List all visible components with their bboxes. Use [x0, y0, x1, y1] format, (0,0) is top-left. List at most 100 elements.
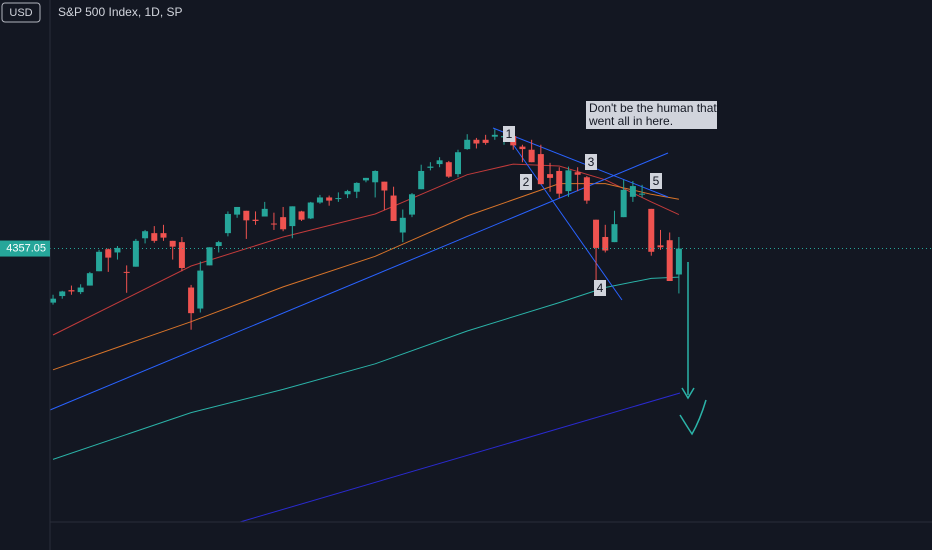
candle-body [372, 170, 379, 183]
trend-line [239, 392, 681, 523]
candle-body [408, 194, 415, 215]
candle-body [648, 208, 655, 252]
candle-body [344, 191, 351, 195]
candle-body [390, 195, 397, 221]
trend-line [492, 127, 669, 198]
candle-body [565, 170, 572, 192]
moving-average [52, 276, 679, 460]
candle-body [464, 139, 471, 150]
trend-line [49, 152, 669, 411]
note-text: Don't be the human that [589, 101, 717, 115]
candle-body [362, 177, 369, 181]
candle-body [316, 197, 323, 203]
candle-body [298, 211, 305, 220]
candle-body [197, 270, 204, 309]
candle-body [123, 271, 130, 273]
wave-label: 2 [523, 175, 530, 189]
candle-body [473, 139, 480, 144]
candle-body [188, 287, 195, 314]
candles [50, 129, 932, 330]
candle-body [142, 231, 149, 239]
wave-label: 3 [588, 155, 595, 169]
candle-body [68, 290, 75, 292]
candle-body [666, 240, 673, 282]
candle-body [206, 247, 213, 266]
candle-body [132, 240, 139, 267]
wave-label-box [520, 174, 532, 190]
candle-body [224, 213, 231, 234]
candle-body [657, 245, 664, 248]
wave-label-box [594, 280, 606, 296]
candle-body [547, 174, 554, 178]
price-axis [0, 0, 50, 550]
candle-body [639, 193, 646, 195]
candle-body [86, 273, 93, 286]
moving-average [52, 183, 679, 371]
candle-body [270, 223, 277, 225]
indicator-layer [52, 163, 680, 460]
candle-body [77, 287, 84, 293]
candle-body [280, 217, 287, 230]
candle-body [528, 149, 535, 163]
candle-body [602, 236, 609, 251]
candle-body [353, 182, 360, 192]
candle-body [289, 206, 296, 227]
candle-body [455, 152, 462, 175]
axis-labels: 4357.05 [0, 240, 50, 257]
candle-body [675, 248, 682, 275]
candle-body [114, 247, 121, 253]
last-price-label: 4357.05 [6, 242, 46, 254]
check-curve [679, 399, 707, 436]
candle-body [307, 202, 314, 219]
candle-body [252, 219, 259, 221]
wave-label: 1 [506, 127, 513, 141]
candle-body [335, 198, 342, 200]
wave-label-box [585, 154, 597, 170]
candle-body [445, 162, 452, 177]
candle-body [611, 224, 618, 243]
candle-body [59, 291, 66, 297]
currency-box[interactable] [1, 2, 41, 23]
currency[interactable]: USD [9, 7, 32, 19]
candle-body [620, 189, 627, 218]
candle-body [50, 298, 57, 303]
wave-label-box [650, 173, 662, 189]
candle-body [234, 206, 241, 215]
candle-body [169, 240, 176, 247]
candle-body [593, 219, 600, 248]
candle-body [381, 181, 388, 191]
wave-label: 4 [597, 281, 604, 295]
candle-body [583, 177, 590, 201]
note-box [586, 101, 717, 129]
candle-body [105, 249, 112, 258]
note-text: went all in here. [588, 114, 673, 128]
candle-body [556, 170, 563, 194]
symbol-title: S&P 500 Index, 1D, SP [58, 5, 183, 19]
candle-body [436, 160, 443, 165]
candle-body [243, 210, 250, 221]
time-axis [0, 522, 932, 550]
candle-body [160, 233, 167, 238]
candle-body [491, 134, 498, 137]
moving-average [52, 163, 680, 336]
candle-body [427, 166, 434, 168]
candle-body [215, 242, 222, 246]
trend-line [509, 139, 623, 301]
candle-body [326, 197, 333, 201]
wave-label: 5 [653, 174, 660, 188]
candle-body [482, 139, 489, 143]
candle-body [399, 217, 406, 233]
candle-body [537, 154, 544, 185]
candle-body [418, 170, 425, 190]
last-price-box [0, 240, 50, 257]
candle-body [178, 242, 185, 268]
arrow-head [681, 387, 695, 400]
candle-body [96, 251, 103, 272]
candle-body [629, 186, 636, 197]
candle-body [574, 172, 581, 175]
candle-body [261, 208, 268, 217]
